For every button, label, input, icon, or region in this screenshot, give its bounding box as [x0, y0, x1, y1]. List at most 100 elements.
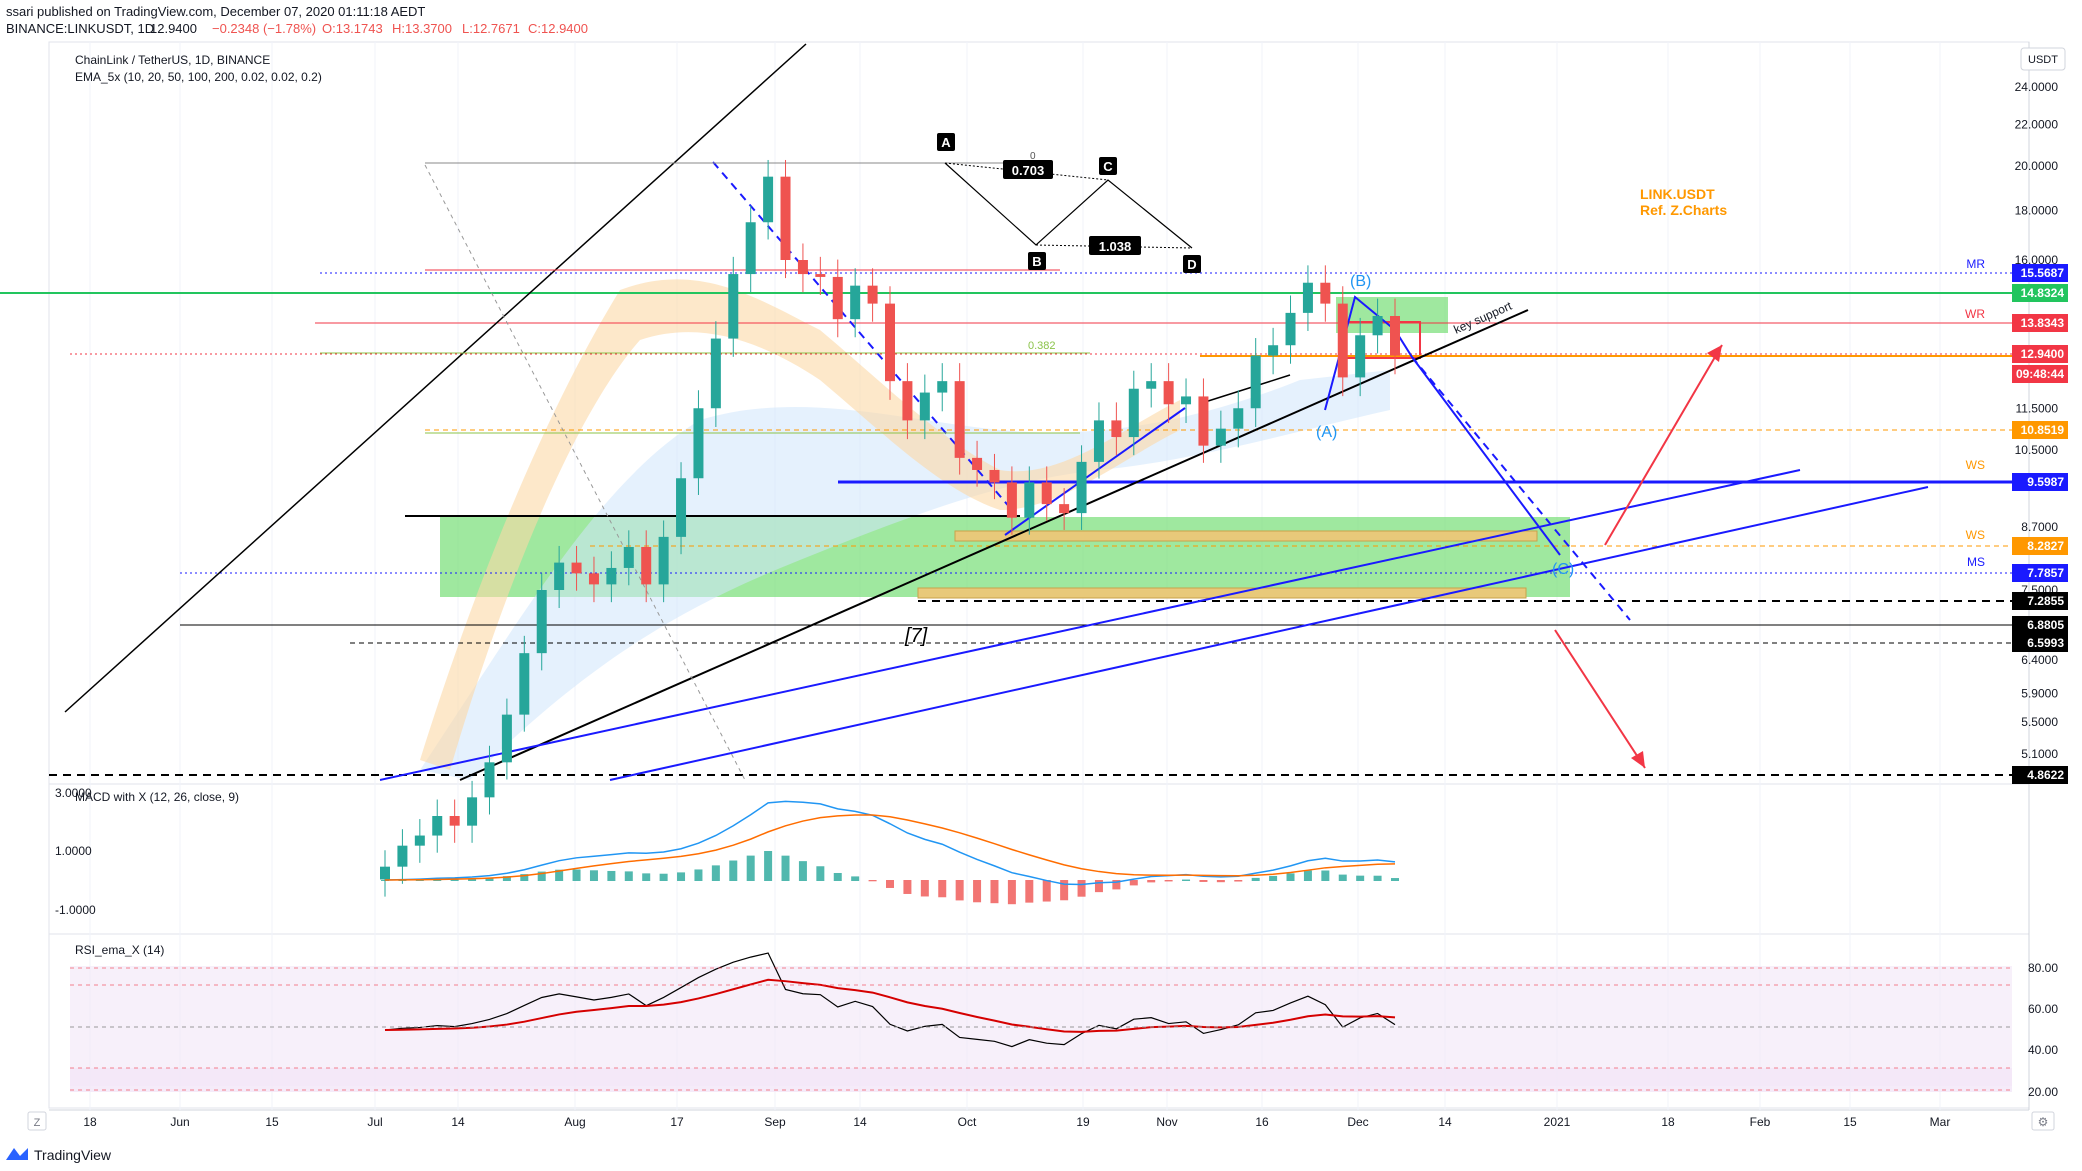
candle-body	[1111, 420, 1122, 438]
macd-histogram-bar	[920, 880, 929, 897]
harmonic-point-c: C	[1099, 157, 1117, 175]
price-label-text: 15.5687	[2021, 266, 2065, 280]
price-labels: 15.5687 14.8324 13.8343 12.9400 09:48:44 10.8…	[2012, 264, 2068, 784]
macd-histogram-bar	[851, 876, 860, 881]
settings-icon[interactable]: ⚙	[2038, 1115, 2049, 1129]
candle-body	[728, 274, 739, 339]
price-tick-label: 5.5000	[2021, 715, 2058, 729]
macd-histogram-bar	[1129, 880, 1138, 886]
macd-histogram-bar	[1199, 880, 1208, 882]
price-tick-label: 10.5000	[2015, 443, 2059, 457]
macd-pane[interactable]	[48, 783, 2030, 935]
price-label-box	[2012, 766, 2068, 784]
macd-histogram-bar	[1321, 870, 1330, 881]
time-axis[interactable]: 18 Jun 15 Jul 14 Aug 17 Sep 14 Oct 19 Nov 16 Dec 14 202…	[83, 1115, 1950, 1129]
macd-histogram-bar	[1042, 880, 1051, 902]
macd-histogram-bar	[1234, 880, 1243, 882]
harmonic-point-a: A	[937, 133, 955, 151]
macd-histogram-bar	[973, 880, 982, 903]
time-tick-label: 15	[265, 1115, 279, 1129]
price-label-box	[2012, 314, 2068, 332]
price-label-box	[2012, 345, 2068, 363]
candle-body	[676, 478, 687, 537]
macd-histogram-bar	[520, 874, 529, 881]
wave-c-label: (C)	[1552, 561, 1574, 578]
time-tick-label: Aug	[564, 1115, 585, 1129]
gray-dashed-diag	[424, 164, 746, 781]
footer-brand: TradingView	[34, 1147, 112, 1163]
time-tick-label: 18	[1661, 1115, 1675, 1129]
candlestick-series	[380, 159, 1400, 897]
time-tick-label: Jun	[170, 1115, 189, 1129]
macd-histogram-bar	[886, 880, 894, 888]
legend-macd[interactable]: MACD with X (12, 26, close, 9)	[75, 790, 239, 804]
macd-histogram-bar	[502, 876, 511, 881]
price-label-text: 14.8324	[2021, 286, 2065, 300]
red-arrow-down-head	[1631, 751, 1645, 768]
candle-body	[1128, 388, 1139, 438]
macd-histogram-bar	[1112, 880, 1121, 890]
blue-channel-lower	[609, 486, 1929, 781]
macd-histogram-bar	[955, 880, 964, 901]
level-mr-label: MR	[1966, 257, 1985, 271]
candle-body	[1233, 408, 1244, 429]
level-wr-label: WR	[1965, 307, 1985, 321]
legend-rsi[interactable]: RSI_ema_X (14)	[75, 943, 164, 957]
red-arrow-up-head	[1707, 345, 1722, 362]
currency-button[interactable]	[2020, 47, 2066, 71]
candle-body	[885, 303, 895, 382]
symbol-line: BINANCE:LINKUSDT, 1D	[6, 21, 154, 36]
candle-body	[414, 835, 425, 846]
fib-0-label: 0	[1030, 151, 1036, 162]
harmonic-ratio-2: 1.038	[1089, 236, 1141, 255]
price-label-box	[2012, 473, 2068, 491]
settings-button[interactable]	[2031, 1111, 2055, 1131]
candle-body	[623, 546, 634, 568]
macd-histogram-bar	[903, 880, 912, 894]
price-label-text: 7.7857	[2027, 566, 2064, 580]
macd-histogram-bar	[1182, 879, 1191, 881]
price-label-text: 9.5987	[2027, 475, 2064, 489]
yellow-zone-upper	[954, 530, 1538, 542]
macd-histogram-bar	[694, 869, 703, 881]
candle-body	[658, 536, 669, 585]
candle-body	[763, 176, 774, 223]
candle-body	[554, 562, 565, 590]
macd-histogram-bar	[537, 871, 546, 881]
macd-axis: 3.0000 1.0000 -1.0000	[55, 786, 96, 917]
legend-ema[interactable]: EMA_5x (10, 20, 50, 100, 200, 0.02, 0.02…	[75, 70, 322, 84]
macd-histogram-bar	[1025, 880, 1034, 903]
z-button[interactable]	[27, 1111, 47, 1131]
macd-histogram-bar	[990, 880, 999, 904]
macd-histogram-bar	[555, 869, 564, 881]
main-pane[interactable]	[48, 41, 2030, 785]
annotation-subtitle: Ref. Z.Charts	[1640, 202, 1727, 218]
macd-histogram-bar	[781, 855, 790, 881]
price-label-box	[2012, 365, 2068, 383]
legend-title[interactable]: ChainLink / TetherUS, 1D, BINANCE	[75, 53, 270, 67]
level-ms-label: MS	[1967, 555, 1985, 569]
macd-histogram-bar	[659, 873, 668, 881]
ohlc-high: H:13.3700	[392, 21, 452, 36]
harmonic-xabcd	[944, 162, 1193, 249]
macd-histogram-bar	[816, 866, 825, 881]
wave-a-label: (A)	[1316, 424, 1337, 441]
candle-body	[606, 567, 617, 585]
candle-body	[1041, 482, 1052, 505]
black-trend-nov	[1204, 374, 1291, 403]
candle-body	[954, 381, 965, 458]
candle-body	[519, 653, 530, 715]
macd-histogram-bar	[938, 880, 947, 898]
macd-histogram-bar	[468, 878, 477, 881]
candle-body	[1146, 381, 1157, 389]
price-label-text: 12.9400	[2021, 347, 2065, 361]
candle-body	[937, 381, 948, 393]
price-label-box	[2012, 564, 2068, 582]
z-button-label[interactable]: Z	[34, 1117, 41, 1129]
currency-button-label[interactable]: USDT	[2028, 54, 2058, 66]
ema-band-blue	[420, 370, 1390, 780]
candle-body	[1337, 303, 1348, 378]
price-label-text: 7.2855	[2027, 594, 2064, 608]
price-tick-label: 5.1000	[2021, 747, 2058, 761]
